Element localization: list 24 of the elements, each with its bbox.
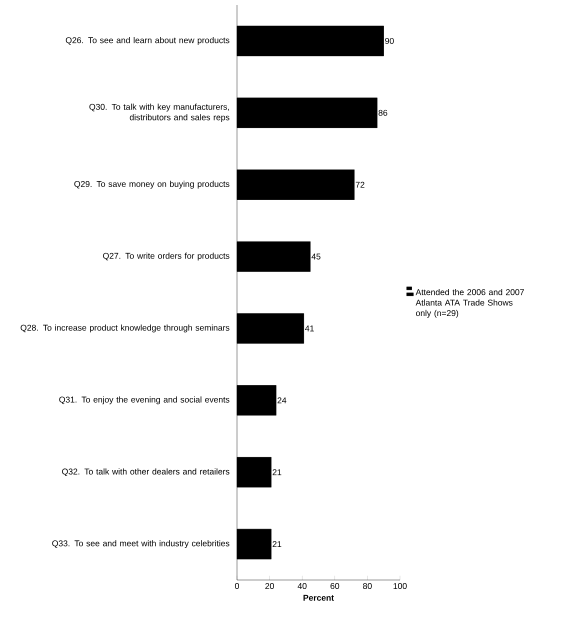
y-tick-label: Q32. To talk with other dealers and retailers	[62, 468, 230, 476]
x-tick-label: 0	[234, 583, 240, 590]
data-label: 45	[312, 254, 320, 260]
x-tick-label: 20	[265, 583, 274, 590]
data-label: 72	[356, 182, 364, 188]
y-tick-label: Q30. To talk with key manufacturers, distributors and sales reps	[89, 104, 230, 122]
data-label: 21	[272, 541, 282, 548]
y-tick-label: Q28. To increase product knowledge through seminars	[20, 324, 230, 332]
x-tick-label: 80	[363, 583, 372, 590]
y-tick-label: Q27. To write orders for products	[103, 252, 230, 261]
y-tick-label: Q26. To see and learn about new products	[66, 36, 230, 45]
y-tick-label: Q31. To enjoy the evening and social events	[59, 396, 230, 404]
y-tick-label: Q33. To see and meet with industry celebrities	[52, 540, 230, 548]
x-tick-label: 60	[330, 583, 340, 590]
data-label: 24	[278, 397, 286, 404]
x-tick-label: 100	[394, 583, 407, 590]
x-tick-label: 40	[298, 583, 307, 590]
legend-label: Attended the 2006 and 2007 Atlanta ATA Trade Shows only (n=29)	[416, 288, 524, 318]
data-label: 21	[272, 469, 282, 476]
x-axis-title: Percent	[304, 594, 334, 601]
data-label: 86	[378, 110, 388, 116]
y-tick-label: Q29. To save money on buying products	[74, 180, 230, 189]
data-label: 41	[305, 326, 314, 332]
data-label: 90	[385, 38, 394, 44]
